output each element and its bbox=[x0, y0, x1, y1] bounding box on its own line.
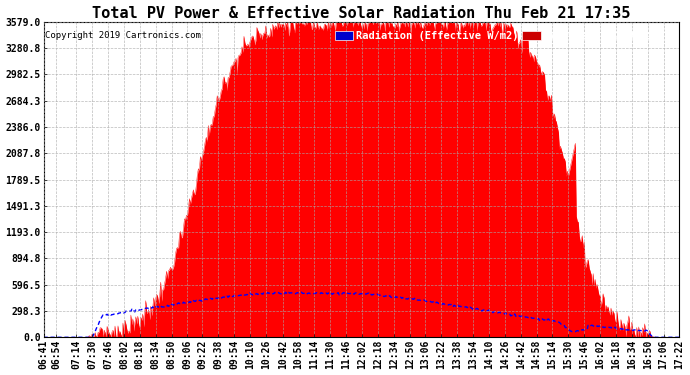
Legend: Radiation (Effective W/m2), PV Panels (DC Watts): Radiation (Effective W/m2), PV Panels (D… bbox=[333, 28, 671, 43]
Title: Total PV Power & Effective Solar Radiation Thu Feb 21 17:35: Total PV Power & Effective Solar Radiati… bbox=[92, 6, 631, 21]
Text: Copyright 2019 Cartronics.com: Copyright 2019 Cartronics.com bbox=[45, 31, 201, 40]
